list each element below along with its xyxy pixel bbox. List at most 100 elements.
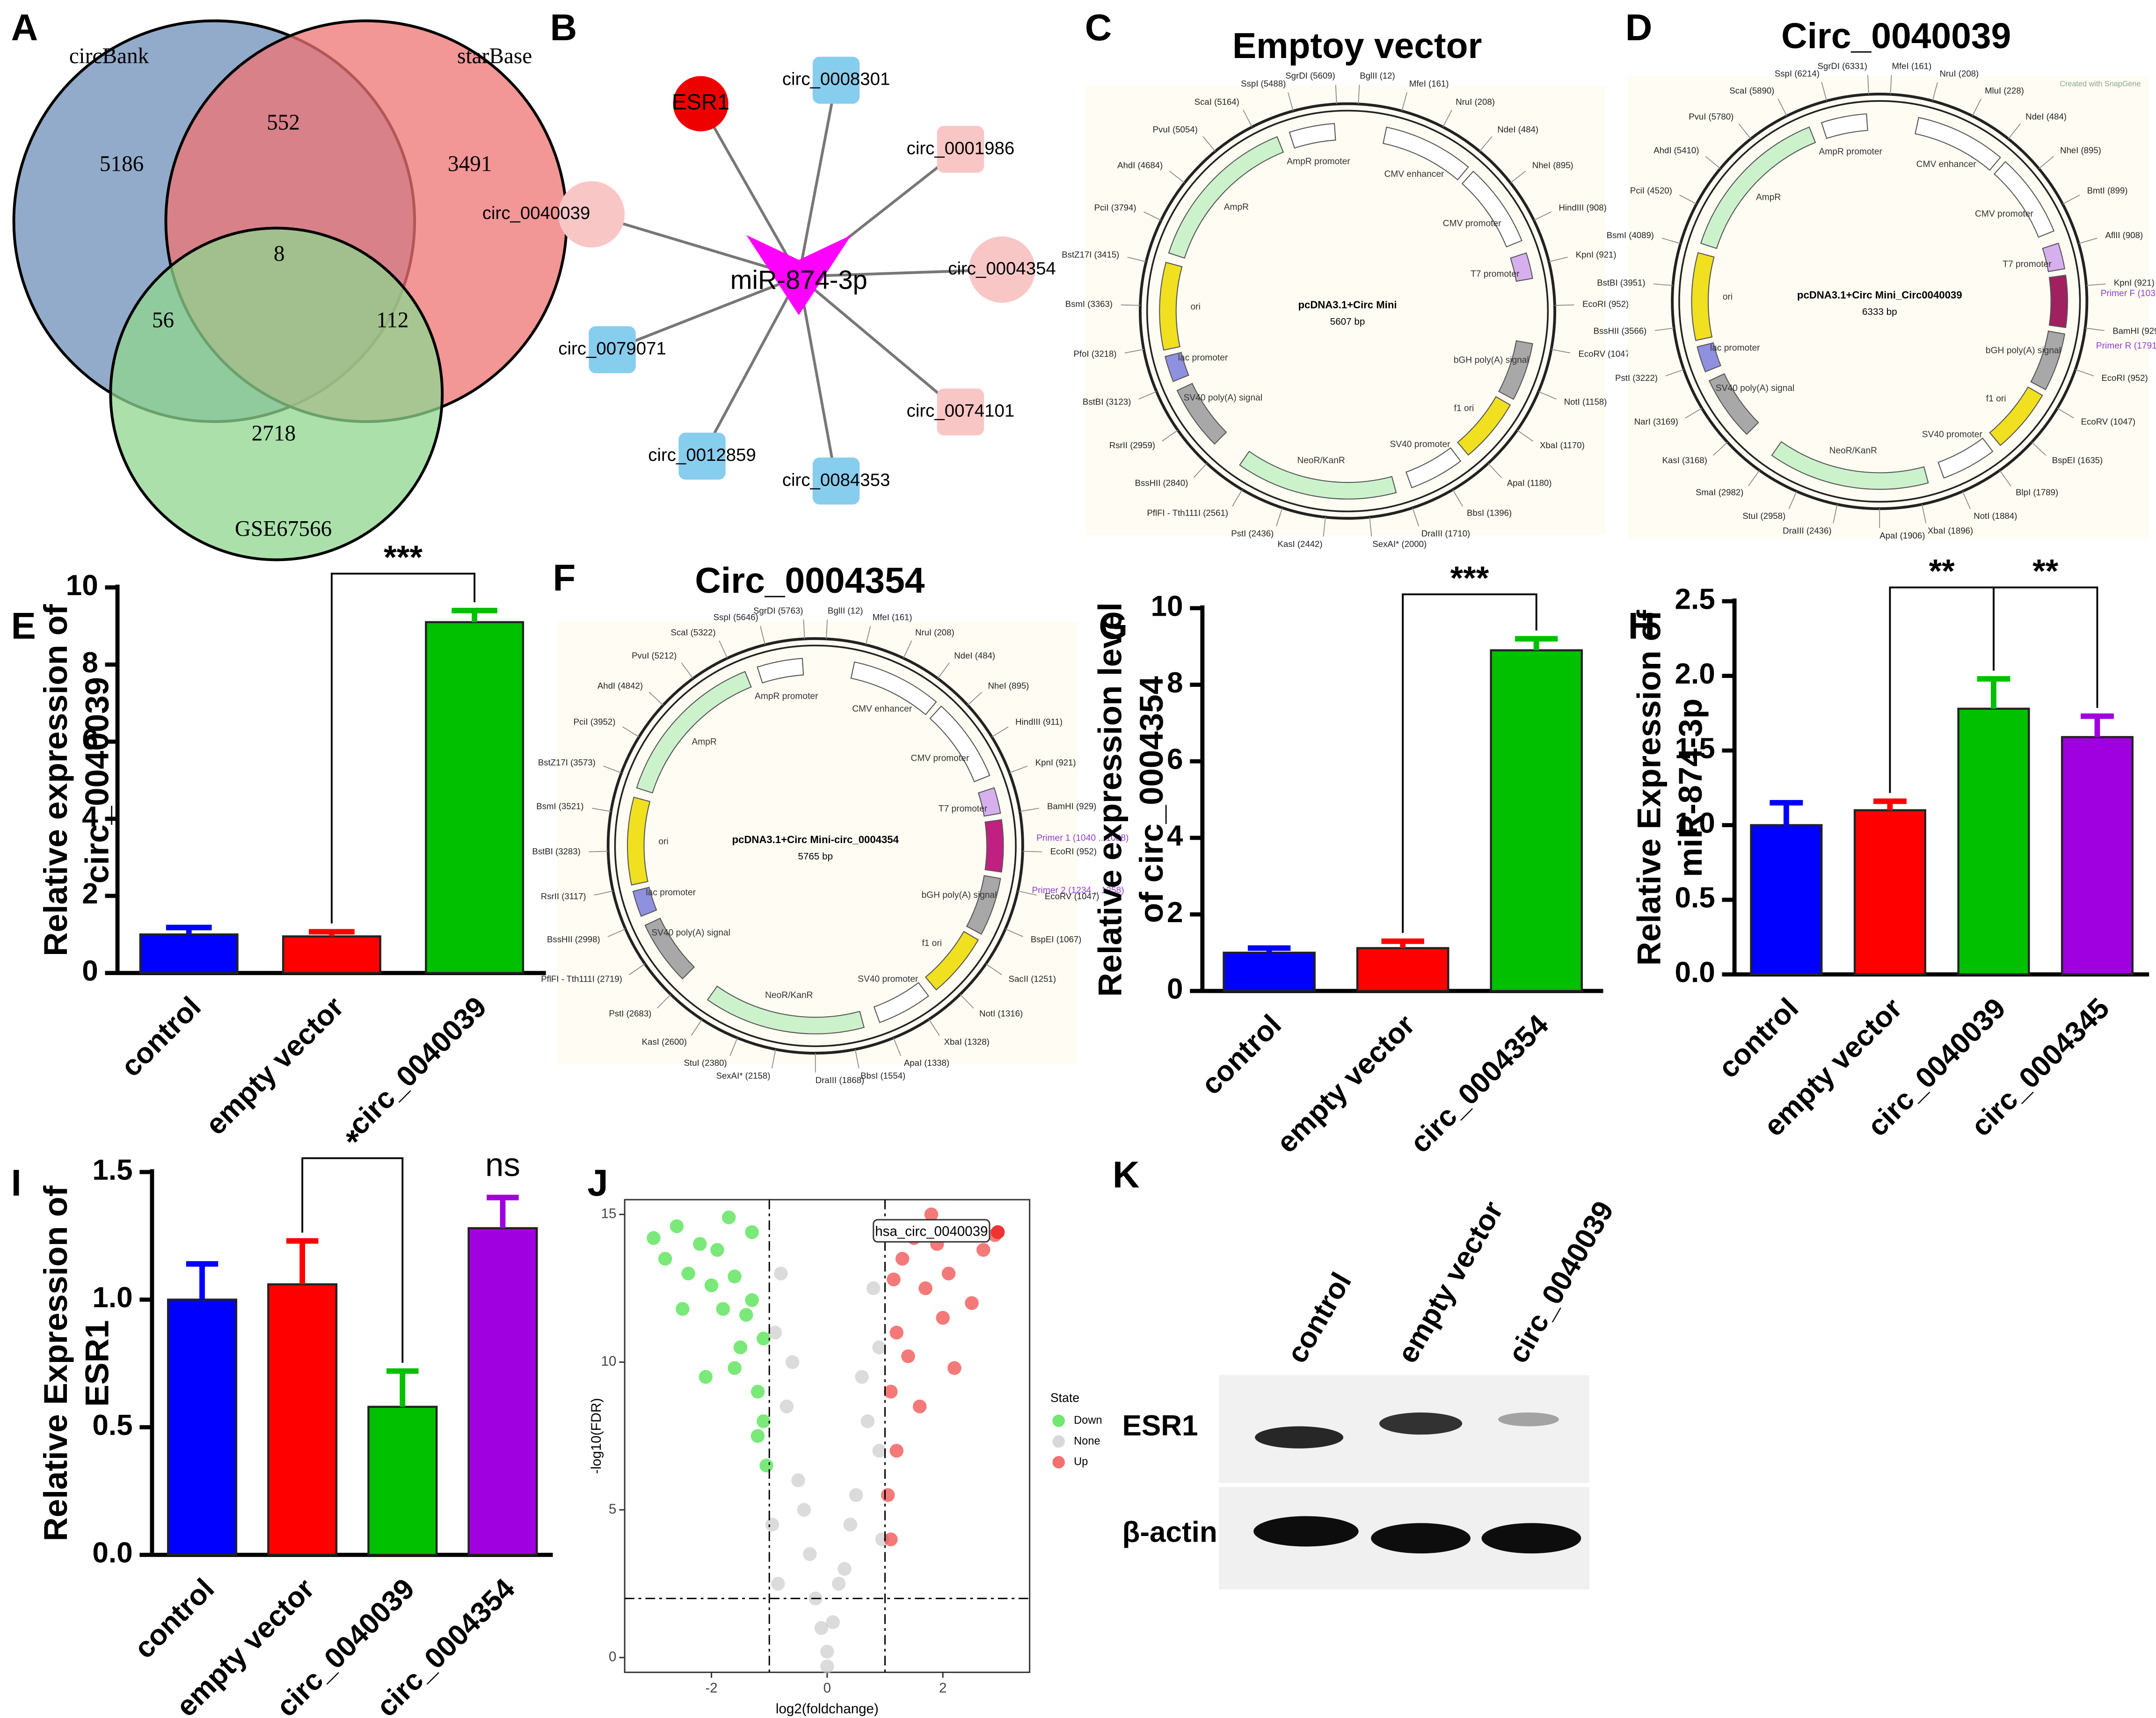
- feature: [1289, 123, 1336, 149]
- legend-label: Up: [1074, 1456, 1088, 1468]
- feature: [627, 796, 651, 886]
- site-tick: [1358, 84, 1360, 104]
- point: [872, 1444, 886, 1458]
- node: [678, 432, 726, 480]
- site-label: ApaI (1180): [1507, 478, 1552, 488]
- y-tick-label: 4: [1167, 820, 1183, 852]
- point: [785, 1355, 800, 1369]
- feature: [1382, 126, 1469, 181]
- feature-label: AmpR promoter: [755, 692, 818, 701]
- point: [924, 1207, 939, 1222]
- significance-label: **: [1929, 553, 1955, 590]
- feature-label: SV40 promoter: [1390, 439, 1451, 449]
- site-tick: [1932, 82, 1938, 101]
- center-node: [746, 235, 852, 315]
- site-tick: [1517, 430, 1533, 442]
- point: [721, 1210, 736, 1224]
- point: [704, 1278, 719, 1292]
- y-tick-label: 10: [1151, 590, 1183, 622]
- site-label: BstZ17I (3415): [1062, 249, 1119, 259]
- point: [757, 1414, 771, 1428]
- region-count: 3491: [448, 152, 492, 176]
- feature: [2030, 330, 2066, 391]
- point: [936, 1310, 950, 1325]
- feature: [1993, 161, 2055, 238]
- point: [745, 1293, 759, 1307]
- site-tick: [1551, 349, 1571, 354]
- site-tick: [967, 692, 983, 706]
- feature: [966, 875, 1001, 935]
- site-tick: [1144, 211, 1162, 221]
- site-label: XbaI (1170): [1540, 440, 1585, 450]
- y-axis-title: Relative Expression of: [1631, 610, 1668, 966]
- edge: [612, 275, 800, 351]
- site-tick: [1442, 109, 1452, 127]
- feature-label: SV40 poly(A) signal: [1184, 393, 1263, 403]
- site-label: NotI (1316): [979, 1009, 1023, 1019]
- site-label: EcoRI (952): [1050, 846, 1097, 856]
- site-label: DraIII (1710): [1421, 528, 1470, 538]
- plasmid-size: 6333 bp: [1862, 306, 1897, 317]
- significance-label: ns: [485, 1146, 520, 1183]
- significance-label: *: [346, 1124, 359, 1161]
- site-tick: [1412, 508, 1420, 526]
- feature: [984, 819, 1004, 873]
- site-tick: [937, 662, 950, 679]
- backbone: [614, 644, 1017, 1048]
- site-tick: [1890, 75, 1892, 95]
- point: [889, 1444, 904, 1458]
- site-label: SgrDI (5763): [753, 605, 803, 615]
- site-tick: [1162, 430, 1178, 442]
- site-tick: [2086, 284, 2106, 286]
- row-label: ESR1: [1122, 1410, 1198, 1442]
- x-tick-label: 0: [823, 1681, 831, 1696]
- panel-letter: D: [1625, 7, 1653, 48]
- site-tick: [1713, 442, 1728, 456]
- y-tick-label: 2.0: [1675, 658, 1715, 690]
- site-label: MluI (228): [1985, 86, 2024, 95]
- point: [699, 1370, 713, 1384]
- site-tick: [607, 928, 626, 937]
- y-tick-label: 10: [601, 1354, 617, 1369]
- y-axis-title: ESR1: [79, 1320, 116, 1407]
- site-label: NotI (1884): [1974, 511, 2017, 521]
- site-tick: [2078, 238, 2098, 244]
- feature: [1697, 342, 1721, 372]
- site-label: BsmI (3363): [1065, 299, 1113, 309]
- y-tick-label: 0.5: [1675, 882, 1715, 914]
- annotated-point: [991, 1225, 1005, 1239]
- x-tick-label: empty vector: [199, 990, 350, 1141]
- primer-label: Primer F (1038 .. 1074): [2101, 289, 2156, 298]
- site-label: NdeI (484): [2025, 111, 2067, 121]
- feature: [1498, 340, 1533, 400]
- site-tick: [1867, 75, 1869, 95]
- feature: [1915, 116, 2001, 171]
- region-count: 56: [152, 308, 174, 332]
- center-label: miR-874-3p: [730, 265, 867, 295]
- site-label: ScaI (5890): [1729, 86, 1774, 95]
- site-label: SexAI* (2000): [1372, 539, 1427, 549]
- point: [820, 1645, 834, 1659]
- y-tick-label: 6: [1167, 743, 1183, 776]
- site-label: BssHII (2998): [547, 934, 600, 944]
- feature: [1510, 252, 1533, 282]
- y-tick-label: 0: [82, 955, 98, 987]
- site-label: HindIII (908): [1559, 203, 1606, 212]
- point: [750, 1429, 765, 1443]
- significance-label: **: [2032, 553, 2059, 590]
- site-label: AflII (908): [2105, 230, 2143, 240]
- plasmid-size: 5607 bp: [1330, 316, 1365, 327]
- site-label: BlpI (1789): [2016, 487, 2058, 497]
- panel-letter: F: [553, 557, 576, 598]
- y-axis-title: Relative expression level: [1092, 602, 1129, 997]
- site-label: ApaI (1906): [1879, 531, 1925, 540]
- backbone: [1678, 100, 2081, 503]
- point: [814, 1621, 829, 1635]
- site-tick: [1748, 470, 1760, 487]
- feature: [1164, 352, 1189, 382]
- legend-swatch: [1052, 1414, 1065, 1427]
- site-tick: [648, 692, 664, 706]
- edge: [700, 276, 800, 457]
- point: [965, 1296, 979, 1310]
- region-count: 2718: [252, 421, 296, 445]
